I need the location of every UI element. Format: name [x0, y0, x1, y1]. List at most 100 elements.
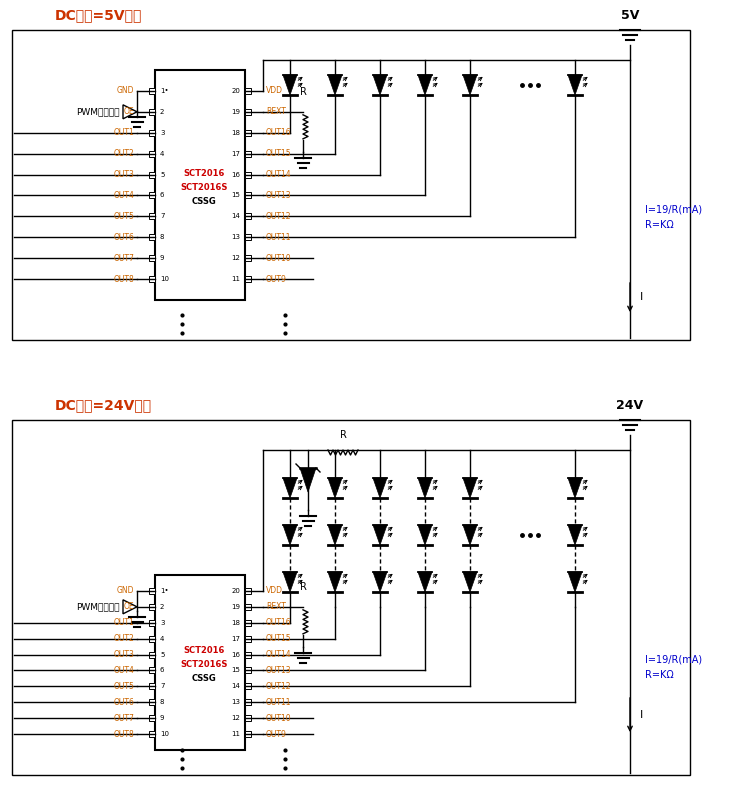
Bar — [149, 683, 155, 689]
Polygon shape — [418, 75, 432, 95]
Text: OUT3: OUT3 — [113, 650, 134, 659]
Text: OUT1: OUT1 — [113, 619, 134, 627]
Text: 17: 17 — [231, 150, 240, 157]
Text: 16: 16 — [231, 652, 240, 657]
Bar — [149, 636, 155, 642]
Text: 24V: 24V — [617, 399, 644, 412]
Text: 16: 16 — [231, 172, 240, 177]
Text: 4: 4 — [160, 636, 165, 642]
Text: CSSG: CSSG — [192, 674, 216, 683]
Text: OUT5: OUT5 — [113, 682, 134, 691]
Text: OUT16: OUT16 — [266, 619, 292, 627]
Text: 10: 10 — [160, 731, 169, 737]
Bar — [149, 255, 155, 261]
Text: VDD: VDD — [266, 586, 283, 596]
Text: OUT13: OUT13 — [266, 191, 292, 200]
Polygon shape — [463, 525, 477, 545]
Bar — [149, 172, 155, 177]
Text: PWM調光信號: PWM調光信號 — [76, 108, 120, 116]
Bar — [245, 130, 251, 135]
Text: 6: 6 — [160, 192, 165, 199]
Text: OUT11: OUT11 — [266, 698, 291, 706]
Bar — [149, 234, 155, 240]
Bar — [245, 88, 251, 94]
Bar — [245, 604, 251, 610]
Polygon shape — [373, 75, 387, 95]
Text: OUT3: OUT3 — [113, 170, 134, 179]
Bar — [149, 88, 155, 94]
Text: R=KΩ: R=KΩ — [645, 220, 674, 230]
Polygon shape — [463, 572, 477, 592]
Text: 5: 5 — [160, 652, 165, 657]
Text: 5: 5 — [160, 172, 165, 177]
Text: GND: GND — [116, 86, 134, 95]
Text: R: R — [339, 430, 347, 440]
Bar — [149, 150, 155, 157]
Text: 2: 2 — [160, 604, 165, 610]
Polygon shape — [283, 478, 297, 498]
Text: OUT11: OUT11 — [266, 233, 291, 242]
Bar — [245, 619, 251, 626]
Polygon shape — [418, 478, 432, 498]
Text: OUT8: OUT8 — [113, 275, 134, 284]
Text: OE: OE — [123, 603, 134, 611]
Bar — [149, 604, 155, 610]
Text: 3: 3 — [160, 130, 165, 135]
Bar — [245, 636, 251, 642]
Text: 14: 14 — [231, 213, 240, 219]
Text: OUT2: OUT2 — [113, 149, 134, 158]
Bar — [149, 130, 155, 135]
Text: 12: 12 — [231, 255, 240, 261]
Text: R: R — [299, 87, 307, 97]
Text: OUT7: OUT7 — [113, 253, 134, 263]
Bar — [149, 109, 155, 115]
Text: CSSG: CSSG — [192, 196, 216, 205]
Text: 19: 19 — [231, 604, 240, 610]
Text: 18: 18 — [231, 130, 240, 135]
Text: OUT10: OUT10 — [266, 714, 292, 722]
Bar — [149, 731, 155, 737]
Text: OUT14: OUT14 — [266, 650, 292, 659]
Bar — [149, 668, 155, 673]
Text: PWM調光信號: PWM調光信號 — [76, 603, 120, 611]
Polygon shape — [328, 572, 342, 592]
Bar — [245, 699, 251, 705]
Polygon shape — [373, 525, 387, 545]
Polygon shape — [568, 478, 582, 498]
Text: I: I — [640, 710, 643, 720]
Bar — [149, 699, 155, 705]
Text: OUT9: OUT9 — [266, 729, 287, 739]
Text: 15: 15 — [231, 192, 240, 199]
Bar — [245, 715, 251, 722]
Polygon shape — [283, 525, 297, 545]
Text: SCT2016: SCT2016 — [183, 169, 225, 177]
Bar — [12, 420, 690, 775]
Text: SCT2016S: SCT2016S — [180, 182, 227, 192]
Text: OE: OE — [123, 108, 134, 116]
Bar — [245, 109, 251, 115]
Text: OUT15: OUT15 — [266, 634, 292, 643]
Text: 4: 4 — [160, 150, 165, 157]
Bar — [245, 255, 251, 261]
Text: 11: 11 — [231, 731, 240, 737]
Text: 10: 10 — [160, 276, 169, 282]
Bar — [245, 588, 251, 594]
Text: R=KΩ: R=KΩ — [645, 670, 674, 680]
Polygon shape — [328, 75, 342, 95]
Text: 13: 13 — [231, 699, 240, 705]
Text: OUT6: OUT6 — [113, 698, 134, 706]
Text: DC電源=5V應用: DC電源=5V應用 — [55, 8, 142, 22]
Text: OUT8: OUT8 — [113, 729, 134, 739]
Text: 12: 12 — [231, 715, 240, 722]
Bar — [149, 619, 155, 626]
Text: OUT4: OUT4 — [113, 191, 134, 200]
Polygon shape — [283, 75, 297, 95]
Polygon shape — [418, 572, 432, 592]
Text: OUT10: OUT10 — [266, 253, 292, 263]
Text: DC電源=24V應用: DC電源=24V應用 — [55, 398, 152, 412]
Bar — [149, 276, 155, 282]
Text: 13: 13 — [231, 234, 240, 240]
Text: I: I — [640, 292, 643, 303]
Bar — [245, 213, 251, 219]
Text: 5V: 5V — [621, 9, 639, 22]
